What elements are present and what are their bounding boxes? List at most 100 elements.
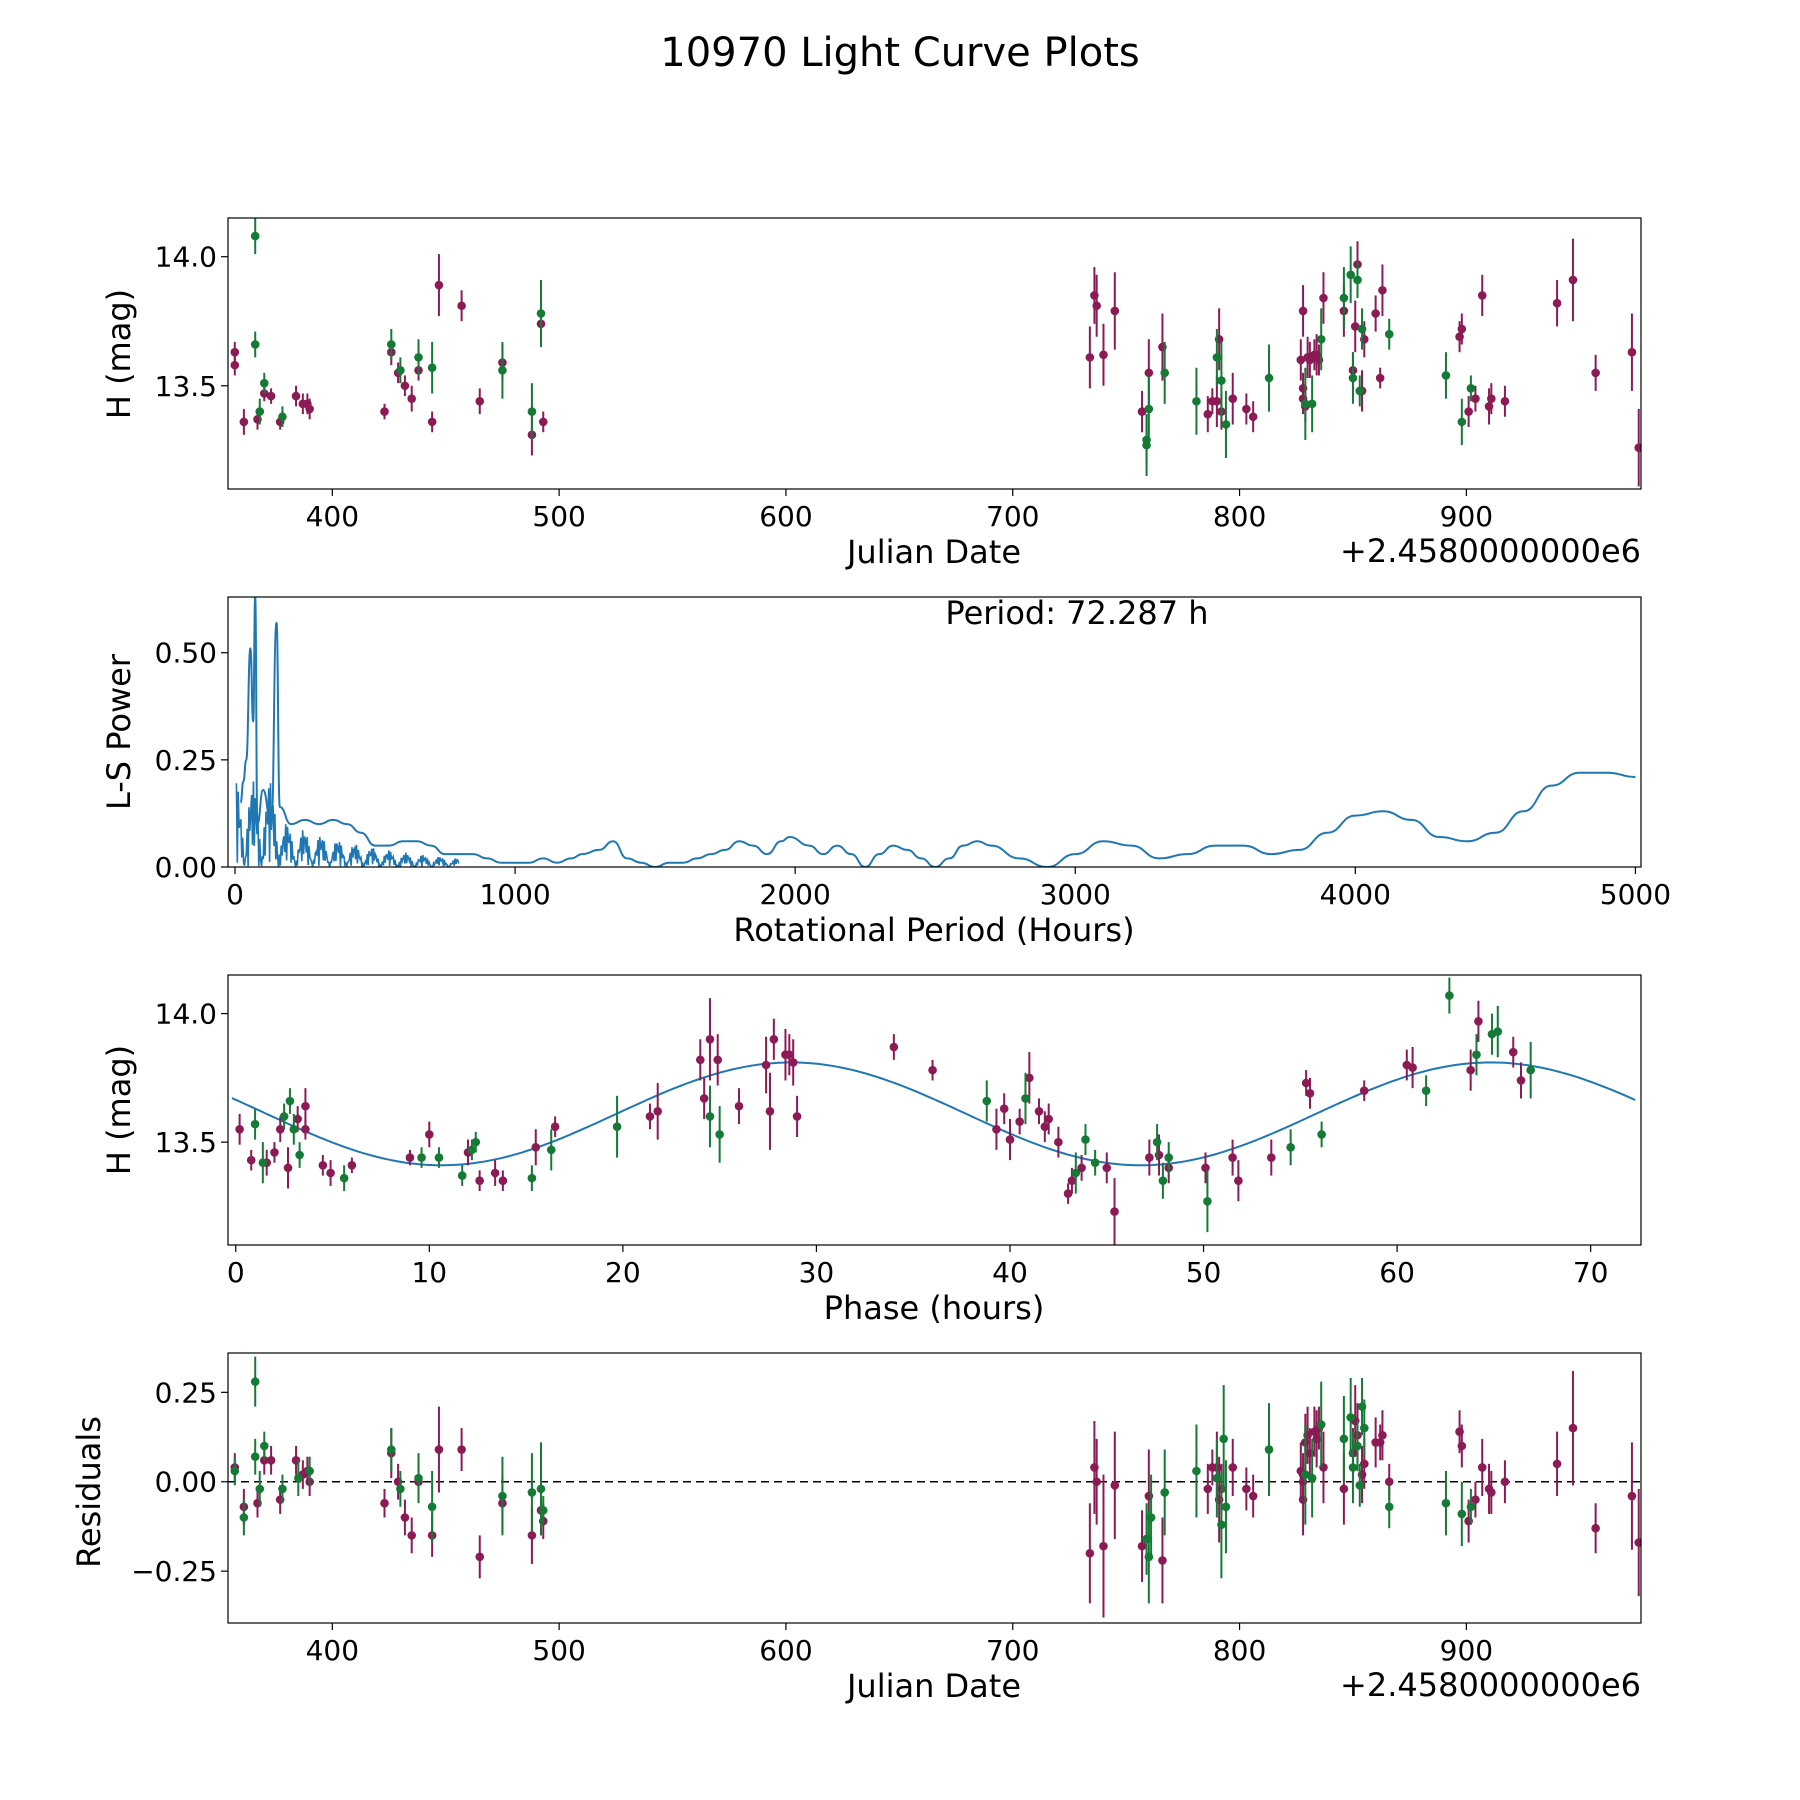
phase-point-green [1445, 991, 1454, 1000]
residuals-point-green [396, 1484, 405, 1494]
time-point-maroon [407, 394, 417, 403]
residuals-xtick-label: 600 [759, 1634, 812, 1667]
phase-xlabel: Phase (hours) [824, 1289, 1045, 1327]
time-point-maroon [239, 417, 249, 427]
time-point-maroon [427, 417, 437, 427]
phase-ylabel: H (mag) [100, 1045, 138, 1175]
residuals-point-maroon [527, 1531, 537, 1540]
time-point-maroon [1350, 322, 1360, 331]
residuals-point-maroon [1627, 1491, 1637, 1501]
time-point-green [1264, 373, 1274, 383]
residuals-point-green [1221, 1502, 1231, 1512]
phase-point-green [289, 1124, 299, 1134]
residuals-point-maroon [457, 1445, 466, 1454]
phase-point-maroon [992, 1124, 1001, 1134]
phase-point-maroon [1054, 1137, 1063, 1147]
phase-point-maroon [301, 1101, 310, 1111]
time-point-green [1144, 404, 1154, 414]
residuals-plot-area [228, 1356, 1641, 1618]
phase-point-maroon [275, 1124, 285, 1134]
phase-xtick-label: 40 [992, 1256, 1028, 1289]
periodogram-panel: 0 1000 2000 3000 4000 5000 0.00 0.25 0.50 Period… [100, 594, 1671, 949]
time-point-maroon [1568, 275, 1578, 285]
phase-point-maroon [765, 1106, 775, 1116]
residuals-point-maroon [1248, 1491, 1258, 1501]
periodogram-ticks: 0 1000 2000 3000 4000 5000 0.00 0.25 0.50 [155, 637, 1671, 911]
time-ytick-label: 13.5 [155, 370, 217, 403]
residuals-point-maroon [1500, 1477, 1510, 1487]
time-series-xlabel: Julian Date [845, 533, 1021, 571]
periodogram-line [239, 597, 1636, 867]
residuals-point-green [527, 1488, 537, 1497]
time-point-maroon [475, 396, 485, 406]
residuals-point-maroon [1158, 1556, 1167, 1565]
time-point-maroon [1477, 291, 1487, 300]
phase-point-maroon [999, 1104, 1009, 1114]
time-point-maroon [1144, 368, 1154, 378]
periodogram-frame [227, 596, 1642, 868]
phase-point-maroon [1005, 1135, 1015, 1144]
residuals-point-green [1441, 1498, 1451, 1508]
time-point-maroon [1487, 394, 1496, 403]
phase-xtick-label: 60 [1379, 1256, 1415, 1289]
phase-point-green [546, 1145, 556, 1155]
residuals-point-green [1384, 1502, 1394, 1512]
phase-point-maroon [1474, 1016, 1483, 1026]
phase-point-maroon [270, 1148, 279, 1157]
phase-point-green [279, 1112, 289, 1121]
phase-point-green [434, 1153, 444, 1162]
periodogram-xtick-label: 5000 [1600, 878, 1671, 911]
phase-point-maroon [1234, 1176, 1243, 1186]
phase-point-green [1526, 1065, 1535, 1075]
time-point-green [1307, 399, 1317, 409]
phase-point-green [471, 1137, 481, 1147]
time-point-green [1353, 275, 1362, 285]
time-point-maroon [1627, 347, 1637, 357]
phase-point-maroon [1063, 1189, 1073, 1198]
time-point-green [250, 231, 260, 241]
phase-point-maroon [785, 1050, 794, 1060]
phase-point-maroon [347, 1160, 357, 1170]
phase-ticks: 0 10 20 30 40 50 60 70 13.5 14.0 [155, 998, 1609, 1289]
phase-point-green [1152, 1137, 1162, 1147]
phase-point-maroon [1359, 1086, 1369, 1096]
phase-point-maroon [1015, 1117, 1024, 1126]
residuals-point-maroon [475, 1552, 485, 1562]
residuals-point-green [414, 1473, 423, 1483]
phase-point-maroon [1266, 1153, 1276, 1162]
phase-point-maroon [1077, 1163, 1086, 1173]
phase-point-green [527, 1173, 537, 1183]
residuals-xtick-label: 400 [306, 1634, 359, 1667]
residuals-ylabel: Residuals [70, 1416, 108, 1568]
residuals-point-maroon [266, 1455, 276, 1465]
periodogram-noise-line [235, 781, 460, 867]
residuals-point-maroon [1568, 1423, 1578, 1433]
phase-plot-area [231, 977, 1636, 1245]
time-point-maroon [1137, 407, 1147, 416]
phase-xtick-label: 30 [799, 1256, 835, 1289]
phase-point-green [1071, 1168, 1081, 1178]
time-series-panel: 400 500 600 700 800 900 13.5 14.0 Julian Date +… [100, 217, 1642, 571]
time-point-green [1348, 373, 1358, 383]
residuals-point-green [387, 1445, 396, 1454]
phase-marks [231, 977, 1636, 1245]
phase-xtick-label: 20 [605, 1256, 641, 1289]
phase-point-maroon [1110, 1207, 1119, 1216]
time-point-green [250, 340, 260, 349]
residuals-point-maroon [1487, 1488, 1496, 1497]
time-point-maroon [380, 407, 389, 416]
phase-point-green [467, 1145, 477, 1155]
residuals-point-maroon [380, 1498, 389, 1508]
time-ytick-label: 14.0 [155, 241, 217, 274]
time-point-maroon [457, 301, 466, 311]
time-series-ylabel: H (mag) [100, 289, 138, 419]
phase-point-maroon [1466, 1065, 1475, 1075]
residuals-point-maroon [407, 1531, 417, 1540]
time-point-green [498, 365, 507, 375]
time-point-green [1339, 293, 1349, 303]
residuals-point-green [1353, 1441, 1362, 1451]
time-point-maroon [1634, 443, 1641, 453]
residuals-point-green [1359, 1423, 1369, 1433]
residuals-point-maroon [1339, 1484, 1349, 1494]
